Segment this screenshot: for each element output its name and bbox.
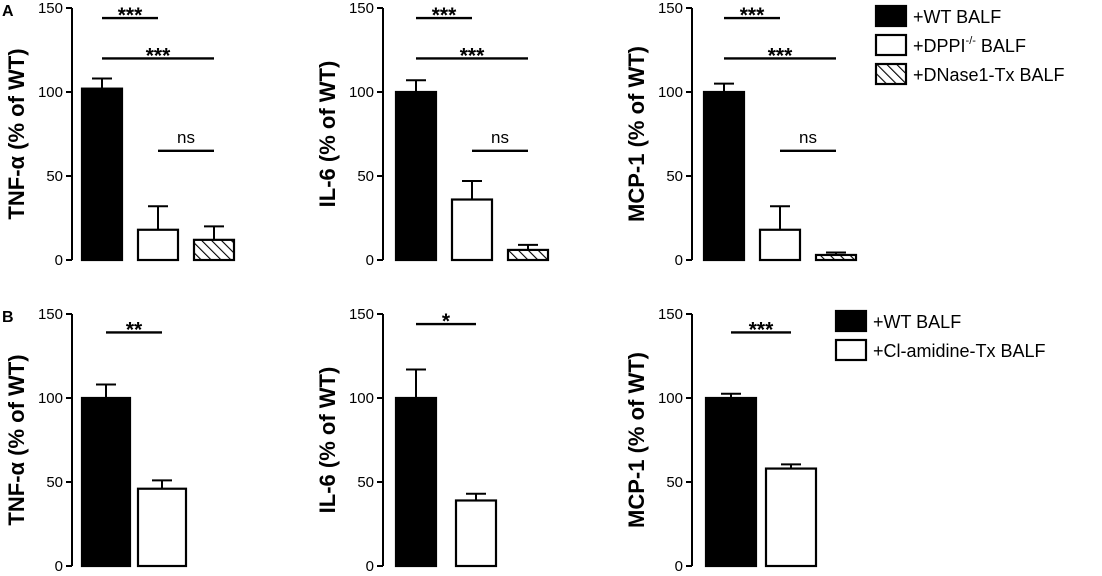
significance-label: *** xyxy=(740,4,765,27)
significance-label: ns xyxy=(177,128,195,147)
legend-swatch xyxy=(874,4,908,28)
y-tick-label: 50 xyxy=(46,474,63,491)
y-tick-label: 150 xyxy=(349,0,374,17)
chart-3: 0 50 100 150 MCP-1 (% of WT) ****** ns xyxy=(624,0,858,269)
y-tick-label: 100 xyxy=(658,84,683,101)
significance-label: *** xyxy=(118,4,143,27)
legend-swatch xyxy=(874,33,908,57)
y-tick-label: 100 xyxy=(38,84,63,101)
legends: +WT BALF+DPPI-/- BALF+DNase1-Tx BALF+WT … xyxy=(834,4,1065,362)
bar xyxy=(506,248,550,262)
y-tick-label: 50 xyxy=(357,474,374,491)
legend-label: +WT BALF xyxy=(873,312,961,332)
chart-1: 0 50 100 150 TNF-α (% of WT) ****** ns xyxy=(4,0,236,269)
legend-label: +DNase1-Tx BALF xyxy=(913,65,1065,85)
y-tick-label: 150 xyxy=(38,0,63,17)
y-tick-label: 50 xyxy=(46,168,63,185)
y-tick-label: 150 xyxy=(658,0,683,17)
y-tick-label: 0 xyxy=(55,252,63,269)
bar xyxy=(704,396,758,568)
y-axis-label: TNF-α (% of WT) xyxy=(4,354,29,525)
legend-swatch xyxy=(874,62,908,86)
legend-1: +WT BALF +DPPI-/- BALF +DNase1-Tx BALF xyxy=(874,4,1065,86)
legend-swatch xyxy=(834,338,868,362)
significance-label: ns xyxy=(491,128,509,147)
y-axis-label: TNF-α (% of WT) xyxy=(4,48,29,219)
y-axis-label: IL-6 (% of WT) xyxy=(315,367,340,514)
y-tick-label: 100 xyxy=(38,390,63,407)
y-axis-label: IL-6 (% of WT) xyxy=(315,61,340,208)
legend-2: +WT BALF +Cl-amidine-Tx BALF xyxy=(834,309,1046,362)
bar xyxy=(764,467,818,568)
y-tick-label: 100 xyxy=(349,84,374,101)
bar xyxy=(136,228,180,262)
y-tick-label: 150 xyxy=(658,306,683,323)
bar xyxy=(758,228,802,262)
significance-label: ns xyxy=(799,128,817,147)
legend-swatch xyxy=(834,309,868,333)
bar xyxy=(394,396,438,568)
bar xyxy=(136,487,188,568)
y-tick-label: 50 xyxy=(666,168,683,185)
y-tick-label: 50 xyxy=(666,474,683,491)
chart-4: 0 50 100 150 TNF-α (% of WT) ** xyxy=(4,306,188,575)
significance-label: *** xyxy=(460,44,485,67)
legend-label: +Cl-amidine-Tx BALF xyxy=(873,341,1046,361)
significance-label: *** xyxy=(768,44,793,67)
y-tick-label: 0 xyxy=(675,252,683,269)
y-tick-label: 0 xyxy=(366,252,374,269)
bar xyxy=(814,253,858,262)
chart-5: 0 50 100 150 IL-6 (% of WT) * xyxy=(315,306,498,575)
legend-label: +DPPI-/- BALF xyxy=(913,35,1026,56)
panel-label-b: B xyxy=(2,309,14,326)
y-tick-label: 100 xyxy=(349,390,374,407)
significance-label: * xyxy=(442,310,451,333)
y-tick-label: 100 xyxy=(658,390,683,407)
significance-label: *** xyxy=(432,4,457,27)
y-tick-label: 50 xyxy=(357,168,374,185)
panel-label-a: A xyxy=(2,3,14,20)
bar xyxy=(192,238,236,262)
chart-2: 0 50 100 150 IL-6 (% of WT) ****** ns xyxy=(315,0,550,269)
bar xyxy=(80,396,132,568)
significance-label: *** xyxy=(146,44,171,67)
y-axis-label: MCP-1 (% of WT) xyxy=(624,46,649,222)
y-tick-label: 0 xyxy=(55,558,63,575)
chart-6: 0 50 100 150 MCP-1 (% of WT) *** xyxy=(624,306,818,575)
bar xyxy=(394,90,438,262)
bar xyxy=(454,499,498,568)
y-tick-label: 150 xyxy=(349,306,374,323)
legend-label: +WT BALF xyxy=(913,7,1001,27)
y-tick-label: 150 xyxy=(38,306,63,323)
significance-label: ** xyxy=(126,318,143,341)
bar xyxy=(450,198,494,262)
y-tick-label: 0 xyxy=(366,558,374,575)
y-axis-label: MCP-1 (% of WT) xyxy=(624,352,649,528)
bar xyxy=(702,90,746,262)
significance-label: *** xyxy=(749,318,774,341)
bar xyxy=(80,87,124,262)
y-tick-label: 0 xyxy=(675,558,683,575)
